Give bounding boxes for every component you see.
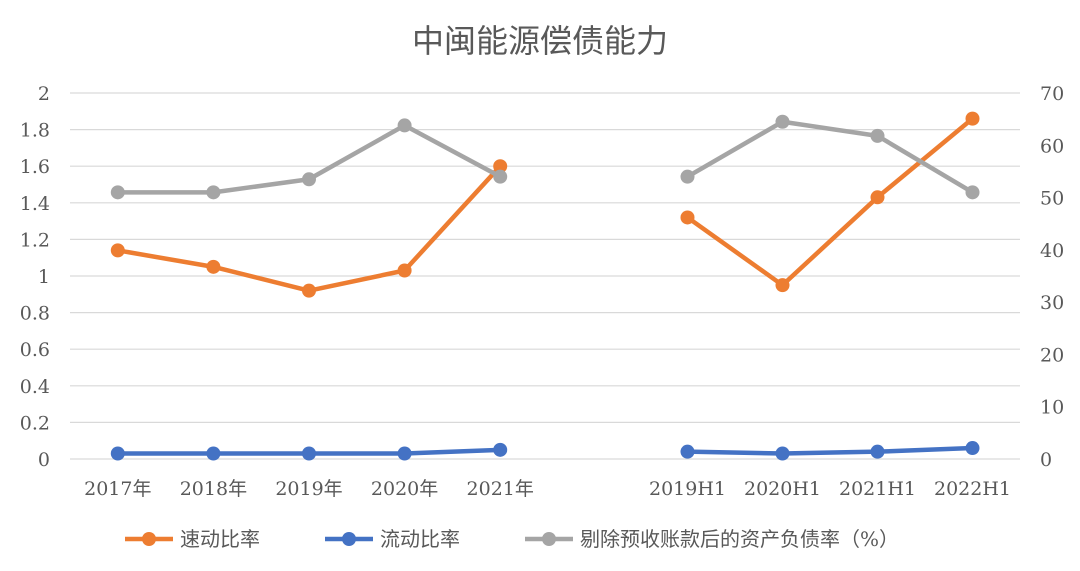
data-point: [206, 446, 221, 461]
data-point: [206, 185, 221, 200]
data-point: [110, 185, 125, 200]
right-tick-label: 30: [1040, 292, 1064, 314]
x-tick-label: 2020H1: [744, 478, 821, 500]
legend-label: 剔除预收账款后的资产负债率（%）: [580, 527, 899, 551]
series: [110, 159, 508, 298]
series-line: [686, 116, 974, 288]
left-tick-label: 0: [38, 449, 50, 471]
left-tick-label: 1: [38, 266, 50, 288]
data-point: [965, 185, 980, 200]
x-tick-label: 2021年: [467, 478, 534, 500]
data-point: [775, 446, 790, 461]
left-tick-label: 2: [38, 83, 50, 105]
data-point: [397, 446, 412, 461]
series: [110, 118, 508, 200]
left-tick-label: 0.2: [20, 412, 50, 434]
right-tick-label: 60: [1040, 135, 1064, 157]
data-point: [493, 169, 508, 184]
data-point: [775, 278, 790, 293]
series-line: [686, 119, 974, 195]
right-tick-label: 10: [1040, 397, 1064, 419]
data-point: [680, 169, 695, 184]
right-tick-label: 0: [1040, 449, 1052, 471]
left-tick-label: 0.6: [20, 339, 50, 361]
x-tick-label: 2017年: [84, 478, 151, 500]
right-tick-label: 20: [1040, 344, 1064, 366]
data-point: [302, 172, 316, 187]
data-point: [965, 441, 980, 456]
legend-swatch-marker: [342, 532, 356, 546]
data-point: [870, 190, 885, 205]
left-tick-label: 1.8: [20, 120, 50, 142]
data-point: [110, 446, 125, 461]
data-point: [110, 243, 125, 258]
right-axis: 0 10 20 30 40 50 60 70: [1040, 83, 1064, 471]
series: [680, 441, 980, 461]
x-axis: 2017年 2018年 2019年 2020年 2021年 2019H1 2020H1 202…: [84, 478, 1011, 500]
data-point: [775, 114, 790, 129]
data-point: [870, 128, 885, 143]
data-point: [680, 210, 695, 225]
data-point: [206, 259, 221, 274]
data-point: [302, 283, 316, 298]
left-tick-label: 1.4: [20, 193, 50, 215]
x-tick-label: 2021H1: [839, 478, 916, 500]
legend-label: 速动比率: [180, 527, 260, 551]
legend-swatch-marker: [142, 532, 156, 546]
left-tick-label: 1.2: [20, 229, 50, 251]
left-tick-label: 0.8: [20, 303, 50, 325]
chart-title: 中闽能源偿债能力: [412, 22, 668, 60]
legend-item: 流动比率: [325, 527, 460, 551]
x-tick-label: 2020年: [371, 478, 438, 500]
left-axis: 0 0.2 0.4 0.6 0.8 1 1.2 1.4 1.6 1.8 2: [20, 83, 50, 471]
x-tick-label: 2019H1: [649, 478, 726, 500]
right-tick-label: 40: [1040, 240, 1064, 262]
data-point: [397, 263, 412, 278]
left-tick-label: 1.6: [20, 156, 50, 178]
data-point: [870, 444, 885, 459]
legend-label: 流动比率: [380, 527, 460, 551]
legend-item: 剔除预收账款后的资产负债率（%）: [525, 527, 899, 551]
left-tick-label: 0.4: [20, 376, 50, 398]
x-tick-label: 2018年: [180, 478, 247, 500]
data-point: [493, 159, 508, 174]
x-tick-label: 2019年: [275, 478, 342, 500]
x-tick-label: 2022H1: [934, 478, 1011, 500]
data-point: [302, 446, 316, 461]
right-tick-label: 70: [1040, 83, 1064, 105]
data-point: [965, 111, 980, 126]
series-line: [687, 445, 973, 456]
legend-swatch-marker: [542, 532, 556, 546]
legend: 速动比率 流动比率 剔除预收账款后的资产负债率（%）: [125, 527, 899, 551]
series: [110, 442, 508, 461]
data-point: [397, 118, 412, 133]
legend-item: 速动比率: [125, 527, 260, 551]
grid: [70, 92, 1020, 460]
data-point: [680, 444, 695, 459]
plot-area: [110, 111, 980, 461]
series: [680, 114, 980, 200]
series: [680, 111, 980, 293]
data-point: [493, 442, 508, 457]
right-tick-label: 50: [1040, 188, 1064, 210]
